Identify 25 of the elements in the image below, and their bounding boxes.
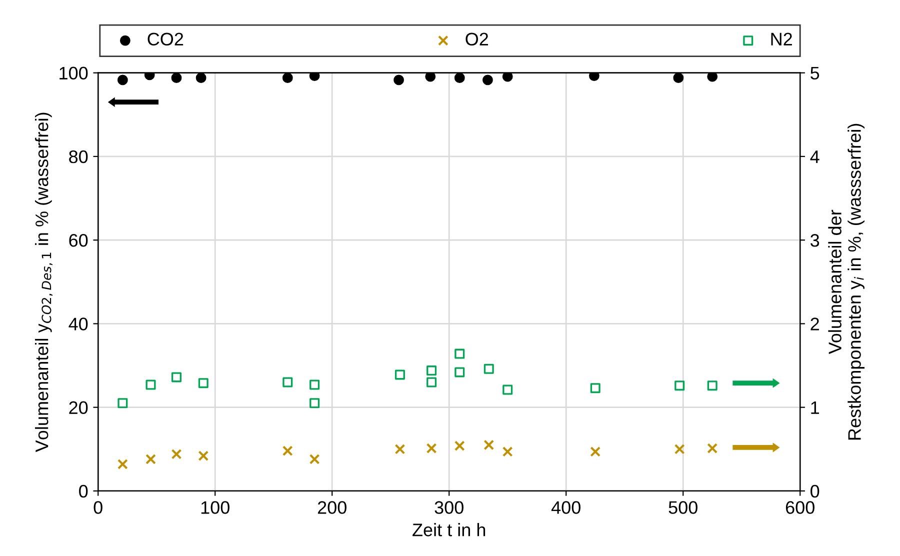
x-tick-label: 400 <box>551 501 580 514</box>
legend-label: N2 <box>771 32 792 46</box>
x-tick-label: 200 <box>318 501 346 514</box>
y2-tick-label: 2 <box>810 318 819 330</box>
x-tick-label: 100 <box>201 501 230 514</box>
y2-tick-label: 1 <box>811 401 819 414</box>
y2-tick-label: 3 <box>810 234 820 247</box>
y-tick-label: 40 <box>68 318 88 330</box>
x-tick-label: 500 <box>668 501 698 514</box>
y-tick-label: 80 <box>69 150 88 164</box>
legend-label: CO2 <box>148 32 184 46</box>
y2-tick-label: 4 <box>810 150 820 163</box>
x-tick-label: 600 <box>786 501 814 514</box>
x-tick-label: 300 <box>434 501 464 514</box>
x-axis-title: Zeit t in h <box>412 523 486 536</box>
y-tick-label: 60 <box>69 234 88 247</box>
y-tick-label: 20 <box>69 401 88 414</box>
y2-tick-label: 5 <box>810 66 820 80</box>
y-tick-label: 0 <box>79 484 88 498</box>
y-axis-title: Volumenanteil y$_{CO2,Des,1}$ in % (wasserfrei) <box>35 112 53 452</box>
y2-axis-title: Volumenanteil der Restkomponenten y$_{i}$ in %, (wassserfrei) <box>828 124 864 440</box>
legend-label: O2 <box>466 32 488 46</box>
x-tick-label: 0 <box>94 501 102 514</box>
y2-tick-label: 0 <box>810 484 820 498</box>
y-tick-label: 100 <box>60 66 88 80</box>
